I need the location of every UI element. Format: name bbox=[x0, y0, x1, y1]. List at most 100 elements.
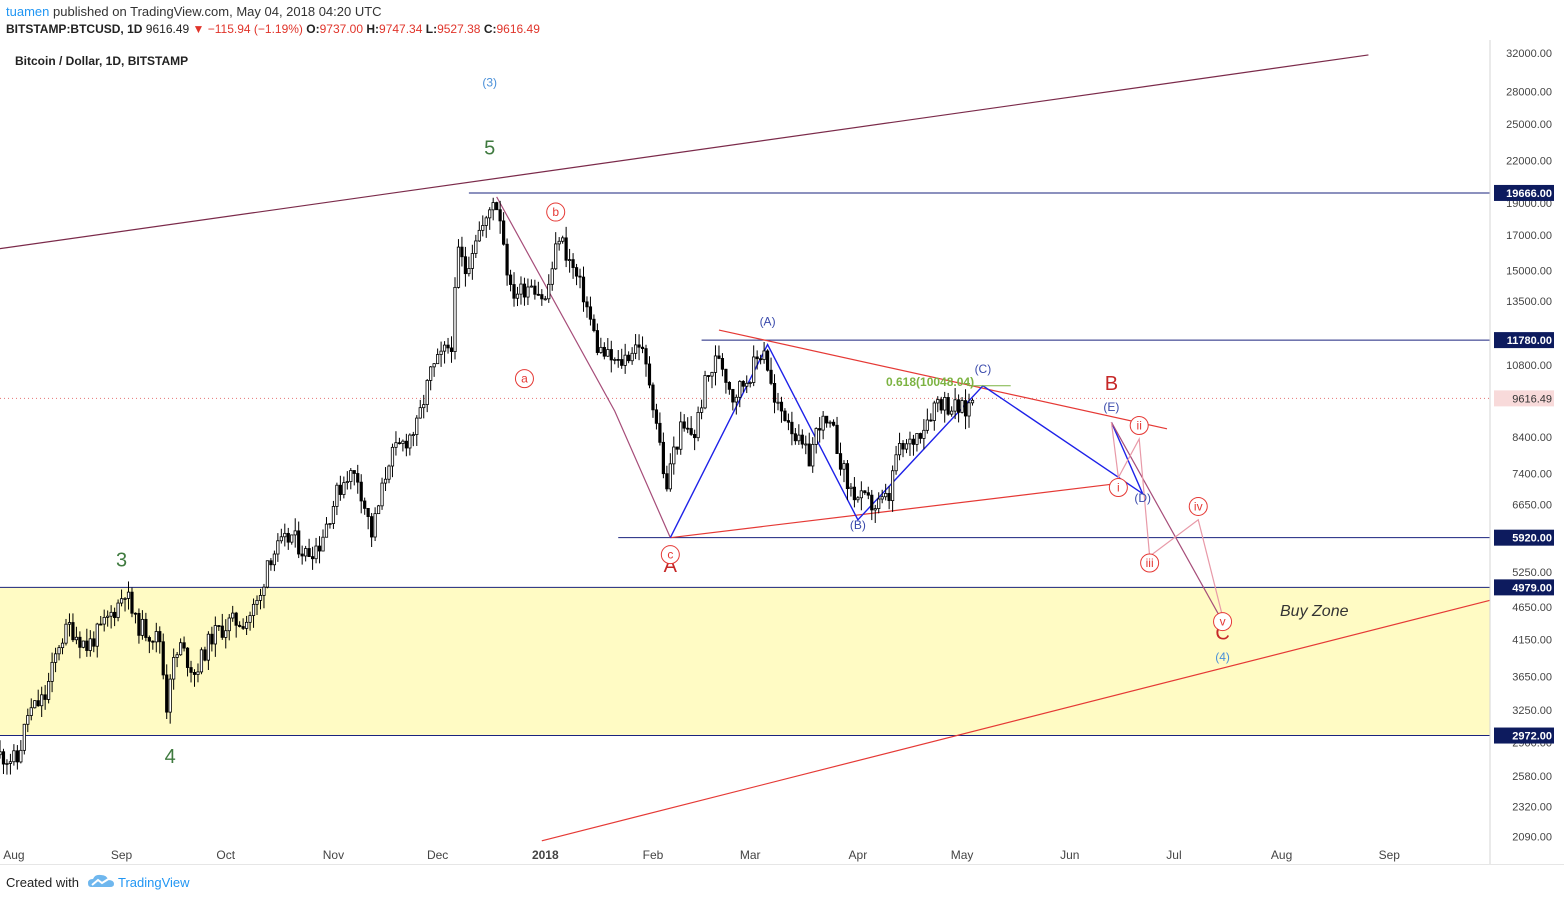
candle-up bbox=[196, 671, 200, 675]
candle bbox=[599, 337, 603, 354]
candle bbox=[182, 636, 186, 652]
candle bbox=[99, 616, 103, 626]
price-axis[interactable] bbox=[1490, 40, 1564, 864]
candle bbox=[116, 599, 120, 622]
candle bbox=[265, 560, 270, 589]
candle bbox=[786, 413, 791, 431]
candle-up bbox=[748, 382, 752, 384]
candle bbox=[713, 345, 718, 386]
candle-up bbox=[908, 438, 912, 445]
candle bbox=[106, 610, 110, 627]
candle bbox=[696, 406, 700, 442]
candle bbox=[554, 232, 558, 270]
candle-up bbox=[859, 490, 863, 499]
tradingview-link[interactable]: TradingView bbox=[118, 875, 190, 890]
candle bbox=[804, 435, 808, 455]
candle-up bbox=[491, 202, 495, 211]
wave-label: (3) bbox=[482, 75, 497, 89]
candle bbox=[307, 538, 311, 558]
candle-down bbox=[182, 642, 186, 649]
candle bbox=[290, 534, 294, 545]
x-tick-label: Apr bbox=[849, 848, 868, 862]
candle-down bbox=[963, 400, 968, 417]
x-tick-label: Nov bbox=[323, 848, 344, 862]
candle-down bbox=[508, 274, 513, 285]
wave-circle-label: b bbox=[552, 205, 559, 219]
candle bbox=[765, 349, 770, 372]
candle-up bbox=[102, 616, 106, 625]
candle bbox=[825, 415, 829, 428]
candle bbox=[578, 268, 582, 289]
candle-down bbox=[99, 623, 103, 626]
candle bbox=[317, 536, 322, 564]
candle-down bbox=[130, 591, 134, 614]
candle-down bbox=[786, 420, 791, 423]
candle bbox=[12, 744, 16, 766]
candle bbox=[203, 646, 207, 662]
x-tick-label: Dec bbox=[427, 848, 448, 862]
candle-down bbox=[759, 358, 763, 361]
tradingview-cloud-icon[interactable] bbox=[88, 873, 114, 889]
candle-down bbox=[783, 410, 787, 421]
candle bbox=[397, 437, 402, 445]
candle bbox=[609, 340, 613, 373]
close-label: C: bbox=[483, 22, 497, 36]
candle-down bbox=[929, 419, 933, 422]
candle-up bbox=[60, 642, 65, 649]
candle bbox=[53, 647, 58, 673]
candle-up bbox=[126, 591, 131, 599]
wave-circle-label: iv bbox=[1194, 499, 1203, 513]
low-value: 9527.38 bbox=[437, 22, 481, 36]
candle bbox=[901, 440, 905, 458]
candle bbox=[130, 587, 134, 618]
candle bbox=[60, 638, 65, 655]
candle-up bbox=[703, 375, 707, 409]
candle bbox=[442, 341, 447, 364]
candle-down bbox=[939, 399, 943, 411]
candle bbox=[404, 433, 408, 457]
candle bbox=[272, 550, 276, 572]
candle bbox=[415, 415, 419, 446]
level-price-tag bbox=[1494, 184, 1554, 201]
candle-up bbox=[26, 715, 30, 725]
price-chart[interactable]: (3)534ABC(4)(A)(B)(C)(D)(E)abciiiiiiivv … bbox=[0, 40, 1564, 864]
abc-wave-line bbox=[496, 196, 671, 538]
candle-down bbox=[807, 443, 811, 467]
candle bbox=[33, 700, 37, 709]
candle bbox=[189, 660, 193, 683]
candle-up bbox=[904, 443, 909, 450]
y-tick-label: 6650.00 bbox=[1512, 499, 1552, 511]
candles-layer bbox=[0, 197, 975, 775]
candle bbox=[26, 708, 30, 733]
triangle-upper-line bbox=[718, 329, 1168, 430]
candle-up bbox=[328, 523, 332, 525]
candle-up bbox=[967, 402, 971, 417]
author-link[interactable]: tuamen bbox=[6, 4, 50, 19]
candle bbox=[432, 363, 436, 377]
candle-up bbox=[776, 401, 780, 404]
candle bbox=[814, 427, 818, 454]
candle-down bbox=[338, 484, 342, 495]
candle bbox=[359, 474, 363, 514]
candle-up bbox=[390, 446, 395, 467]
candle-down bbox=[286, 532, 290, 543]
candle-down bbox=[620, 359, 624, 366]
close-value: 9616.49 bbox=[496, 22, 540, 36]
candle-up bbox=[606, 349, 610, 357]
y-tick-label: 4150.00 bbox=[1512, 635, 1552, 647]
x-tick-label: Oct bbox=[216, 848, 235, 862]
candle bbox=[283, 523, 287, 547]
candle bbox=[929, 413, 933, 422]
candle bbox=[470, 244, 474, 280]
candle bbox=[310, 546, 315, 570]
candle bbox=[963, 389, 968, 430]
candle-up bbox=[387, 465, 391, 480]
candle bbox=[877, 492, 881, 514]
candle bbox=[627, 351, 631, 364]
candle bbox=[217, 625, 221, 631]
wave-circle bbox=[1129, 415, 1149, 435]
candle bbox=[210, 626, 214, 652]
candle bbox=[425, 378, 429, 413]
candle-down bbox=[675, 446, 679, 450]
candle-up bbox=[401, 440, 405, 444]
